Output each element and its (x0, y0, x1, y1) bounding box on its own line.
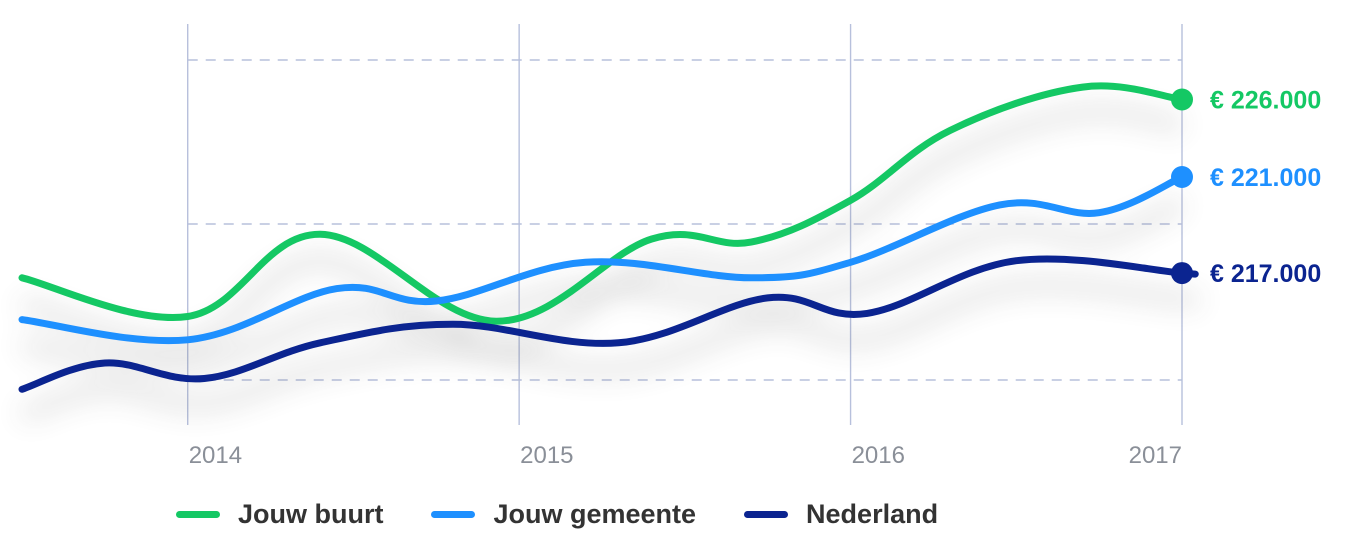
series-line-jouw-buurt (18, 82, 1186, 325)
legend-label: Jouw gemeente (493, 498, 697, 529)
x-tick-label: 2015 (520, 442, 573, 469)
series-shadow-jouw-gemeente (21, 198, 1185, 372)
x-tick-label: 2016 (852, 442, 905, 469)
legend-label: Jouw buurt (238, 498, 384, 529)
legend-item: Nederland (744, 499, 938, 530)
series-line-jouw-gemeente (18, 173, 1186, 345)
legend-label: Nederland (806, 498, 939, 529)
end-point-jouw-gemeente (1171, 166, 1193, 188)
end-value-label-jouw-buurt: € 226.000 (1210, 87, 1321, 115)
x-tick-label: 2017 (1129, 442, 1182, 469)
x-axis-ticks: 2014 2015 2016 2017 (189, 442, 1182, 469)
end-point-jouw-buurt (1171, 88, 1193, 111)
legend-swatch (431, 510, 476, 518)
series-shadow-nederland (20, 279, 1201, 421)
x-tick-label: 2014 (189, 442, 242, 469)
end-value-label-nederland: € 217.000 (1210, 260, 1321, 288)
legend-item: Jouw gemeente (431, 499, 696, 530)
legend-swatch (176, 510, 220, 518)
series-line-nederland (18, 255, 1199, 393)
end-point-nederland (1171, 262, 1193, 285)
legend: Jouw buurt Jouw gemeente Nederland (176, 494, 986, 534)
legend-item: Jouw buurt (176, 499, 383, 530)
end-markers: € 226.000 € 221.000 € 217.000 (1171, 87, 1321, 288)
end-value-label-jouw-gemeente: € 221.000 (1210, 164, 1321, 192)
series-lines (18, 82, 1199, 393)
legend-swatch (744, 510, 789, 518)
